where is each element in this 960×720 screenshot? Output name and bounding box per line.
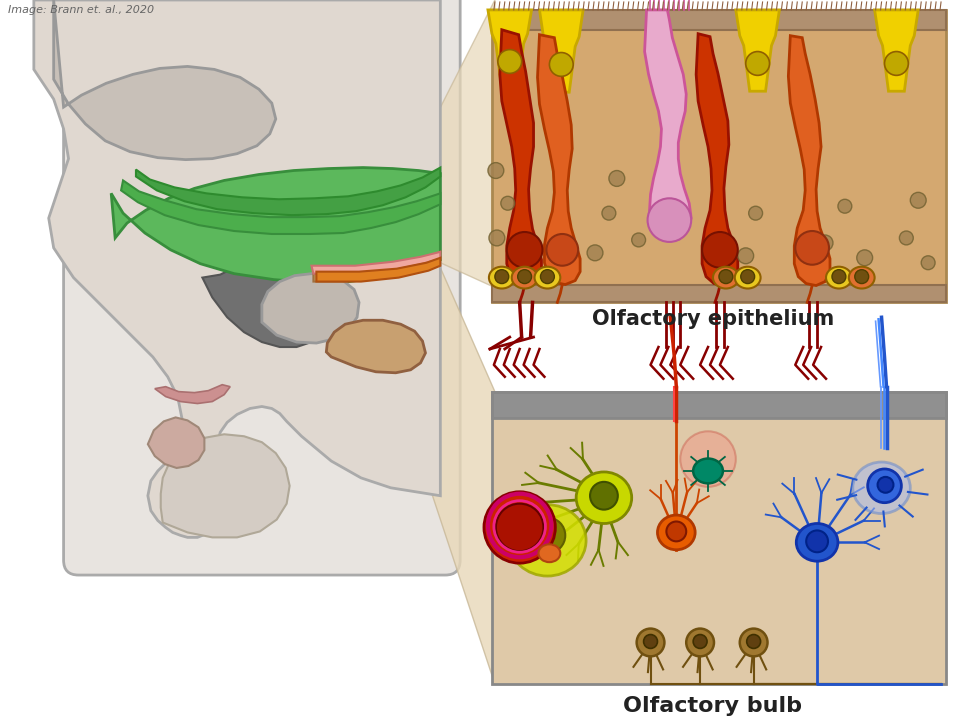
Circle shape <box>854 270 869 284</box>
FancyBboxPatch shape <box>492 10 946 302</box>
Circle shape <box>795 231 829 265</box>
Ellipse shape <box>796 523 838 561</box>
Circle shape <box>496 504 543 552</box>
Polygon shape <box>488 10 532 89</box>
Ellipse shape <box>734 266 760 289</box>
Circle shape <box>549 53 573 76</box>
Ellipse shape <box>512 266 538 289</box>
Polygon shape <box>311 252 441 274</box>
Circle shape <box>832 270 846 284</box>
Circle shape <box>498 50 521 73</box>
Ellipse shape <box>713 266 739 289</box>
Text: Image: Brann et. al., 2020: Image: Brann et. al., 2020 <box>8 5 155 15</box>
Polygon shape <box>34 0 441 537</box>
Polygon shape <box>155 384 230 403</box>
Circle shape <box>693 634 708 649</box>
Ellipse shape <box>826 266 852 289</box>
Circle shape <box>517 270 532 284</box>
Polygon shape <box>313 252 441 282</box>
Polygon shape <box>875 10 918 91</box>
Circle shape <box>494 270 509 284</box>
Circle shape <box>922 256 935 270</box>
FancyBboxPatch shape <box>492 284 946 302</box>
Circle shape <box>910 192 926 208</box>
Polygon shape <box>500 30 541 286</box>
FancyBboxPatch shape <box>492 392 946 684</box>
Polygon shape <box>317 258 441 282</box>
Circle shape <box>507 232 542 268</box>
Circle shape <box>868 469 901 503</box>
Circle shape <box>702 232 738 268</box>
Circle shape <box>806 531 828 552</box>
Polygon shape <box>326 320 425 373</box>
Circle shape <box>632 233 645 247</box>
FancyBboxPatch shape <box>63 0 460 575</box>
Circle shape <box>838 199 852 213</box>
Circle shape <box>884 52 908 76</box>
Polygon shape <box>359 0 494 287</box>
Ellipse shape <box>489 266 515 289</box>
Polygon shape <box>538 35 580 284</box>
Ellipse shape <box>849 266 875 289</box>
Polygon shape <box>359 268 494 684</box>
Circle shape <box>588 245 603 261</box>
Circle shape <box>681 431 735 487</box>
Ellipse shape <box>852 462 910 513</box>
Circle shape <box>666 521 686 541</box>
Polygon shape <box>148 418 204 468</box>
Polygon shape <box>111 168 441 282</box>
Ellipse shape <box>576 472 632 523</box>
Circle shape <box>501 197 515 210</box>
Circle shape <box>590 482 618 510</box>
Polygon shape <box>696 34 738 286</box>
FancyBboxPatch shape <box>492 10 946 30</box>
Polygon shape <box>160 434 290 537</box>
Polygon shape <box>136 168 441 215</box>
Circle shape <box>489 230 505 246</box>
Circle shape <box>546 234 578 266</box>
Polygon shape <box>121 181 441 234</box>
Polygon shape <box>788 36 830 286</box>
Polygon shape <box>262 274 359 343</box>
Circle shape <box>530 518 565 553</box>
Circle shape <box>740 629 768 657</box>
Circle shape <box>738 248 754 264</box>
Text: Olfactory bulb: Olfactory bulb <box>623 696 803 716</box>
Circle shape <box>900 231 913 245</box>
Circle shape <box>648 198 691 242</box>
Ellipse shape <box>658 515 695 550</box>
Circle shape <box>636 629 664 657</box>
Polygon shape <box>203 263 326 347</box>
Ellipse shape <box>535 266 561 289</box>
FancyBboxPatch shape <box>492 392 946 418</box>
Polygon shape <box>540 10 583 92</box>
Circle shape <box>719 270 732 284</box>
Circle shape <box>540 270 554 284</box>
Ellipse shape <box>693 459 723 483</box>
Circle shape <box>749 206 762 220</box>
Circle shape <box>877 477 894 492</box>
Circle shape <box>856 250 873 266</box>
Circle shape <box>817 235 833 251</box>
Polygon shape <box>735 10 780 91</box>
Ellipse shape <box>509 505 587 576</box>
Circle shape <box>484 492 555 563</box>
Circle shape <box>602 206 615 220</box>
Text: Olfactory epithelium: Olfactory epithelium <box>592 310 834 329</box>
Circle shape <box>746 52 770 76</box>
Circle shape <box>488 163 504 179</box>
Circle shape <box>643 634 658 649</box>
Circle shape <box>741 270 755 284</box>
Ellipse shape <box>539 544 561 562</box>
Polygon shape <box>644 10 691 240</box>
Circle shape <box>747 634 760 649</box>
Polygon shape <box>54 0 276 160</box>
Circle shape <box>609 171 625 186</box>
Circle shape <box>686 629 714 657</box>
